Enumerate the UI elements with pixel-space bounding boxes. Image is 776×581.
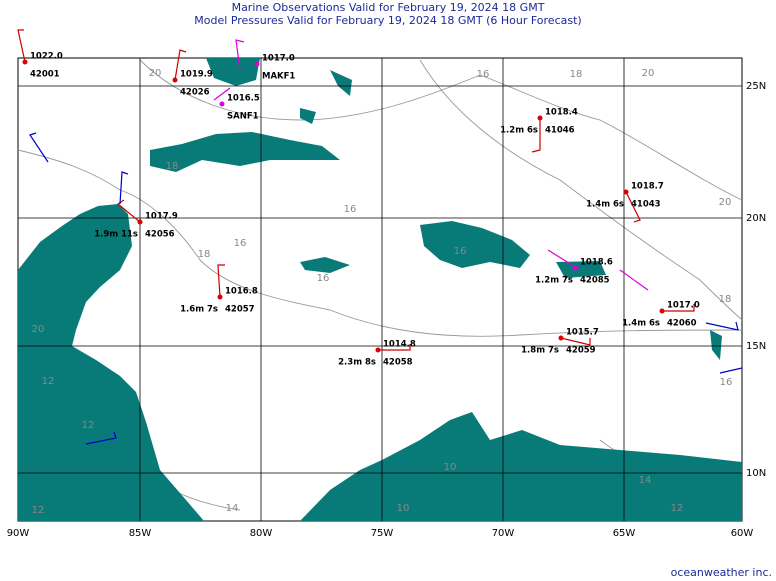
isobar-label: 14 [639, 475, 652, 486]
land [18, 58, 742, 521]
title: Marine Observations Valid for February 1… [232, 1, 545, 14]
lat-label: 15N [746, 341, 766, 352]
isobar-label: 18 [570, 69, 583, 80]
station-dot [172, 77, 178, 83]
station-dot [254, 61, 260, 67]
station-pressure: 1019.9 [180, 70, 213, 80]
station-id: 41046 [545, 126, 575, 136]
station-id: 42057 [225, 305, 255, 315]
isobar-label: 20 [642, 68, 655, 79]
station-pressure: 1022.0 [30, 52, 63, 62]
isobar-label: 16 [234, 238, 247, 249]
station-wave: 1.4m 6s [586, 200, 624, 210]
station-id: 42026 [180, 88, 210, 98]
isobar-label: 12 [32, 505, 45, 516]
station-wave: 1.4m 6s [622, 319, 660, 329]
station-id: 42056 [145, 230, 175, 240]
isobar-label: 20 [32, 324, 45, 335]
station-pressure: 1018.6 [580, 258, 613, 268]
station-dot [558, 335, 564, 341]
lon-label: 65W [613, 528, 636, 539]
isobar-label: 12 [82, 420, 95, 431]
station-dot [137, 219, 143, 225]
lon-label: 80W [250, 528, 273, 539]
isobar-label: 16 [317, 273, 330, 284]
lon-label: 85W [129, 528, 152, 539]
isobar-label: 10 [397, 503, 410, 514]
isobar-label: 10 [444, 462, 457, 473]
isobar-label: 18 [166, 161, 179, 172]
isobar-label: 16 [344, 204, 357, 215]
station-id: 42060 [667, 319, 697, 329]
isobar-label: 16 [477, 69, 490, 80]
lat-label: 25N [746, 81, 766, 92]
graticule [18, 58, 742, 521]
station-pressure: 1014.8 [383, 340, 416, 350]
lon-label: 60W [731, 528, 754, 539]
station-wave: 1.8m 7s [521, 346, 559, 356]
station-wave: 1.6m 7s [180, 305, 218, 315]
wind-barbs [17, 29, 743, 445]
station-wave: 1.2m 6s [500, 126, 538, 136]
lon-label: 90W [7, 528, 30, 539]
station-pressure: 1015.7 [566, 328, 599, 338]
lat-label: 10N [746, 468, 766, 479]
station-dot [219, 101, 225, 107]
subtitle: Model Pressures Valid for February 19, 2… [194, 14, 581, 27]
station-id: 42001 [30, 70, 60, 80]
isobar-label: 18 [198, 249, 211, 260]
station-dot [623, 189, 629, 195]
isobar-label: 20 [149, 68, 162, 79]
station-dot [217, 294, 223, 300]
station-wave: 1.9m 11s [94, 230, 138, 240]
station-pressure: 1017.0 [262, 54, 295, 64]
station-id: 41043 [631, 200, 661, 210]
lon-label: 75W [371, 528, 394, 539]
station-dot [22, 59, 28, 65]
footer: oceanweather inc. [671, 566, 772, 579]
station-id: 42085 [580, 276, 610, 286]
station-pressure: 1018.7 [631, 182, 664, 192]
station-id: SANF1 [227, 112, 259, 122]
isobar-label: 16 [720, 377, 733, 388]
isobar-label: 12 [671, 503, 684, 514]
station-id: MAKF1 [262, 72, 295, 82]
isobar-label: 12 [42, 376, 55, 387]
isobar-label: 18 [719, 294, 732, 305]
station-dot [537, 115, 543, 121]
station-pressure: 1016.8 [225, 287, 258, 297]
station-dot [572, 265, 578, 271]
station-wave: 1.2m 7s [535, 276, 573, 286]
station-pressure: 1017.0 [667, 301, 700, 311]
station-dot [659, 308, 665, 314]
station-id: 42058 [383, 358, 413, 368]
lat-label: 20N [746, 213, 766, 224]
isobar-label: 16 [454, 246, 467, 257]
station-pressure: 1018.4 [545, 108, 578, 118]
isobar-label: 14 [226, 503, 239, 514]
lon-label: 70W [492, 528, 515, 539]
isobar-label: 20 [719, 197, 732, 208]
station-wave: 2.3m 8s [338, 358, 376, 368]
station-dot [375, 347, 381, 353]
station-pressure: 1017.9 [145, 212, 178, 222]
station-pressure: 1016.5 [227, 94, 260, 104]
station-id: 42059 [566, 346, 596, 356]
